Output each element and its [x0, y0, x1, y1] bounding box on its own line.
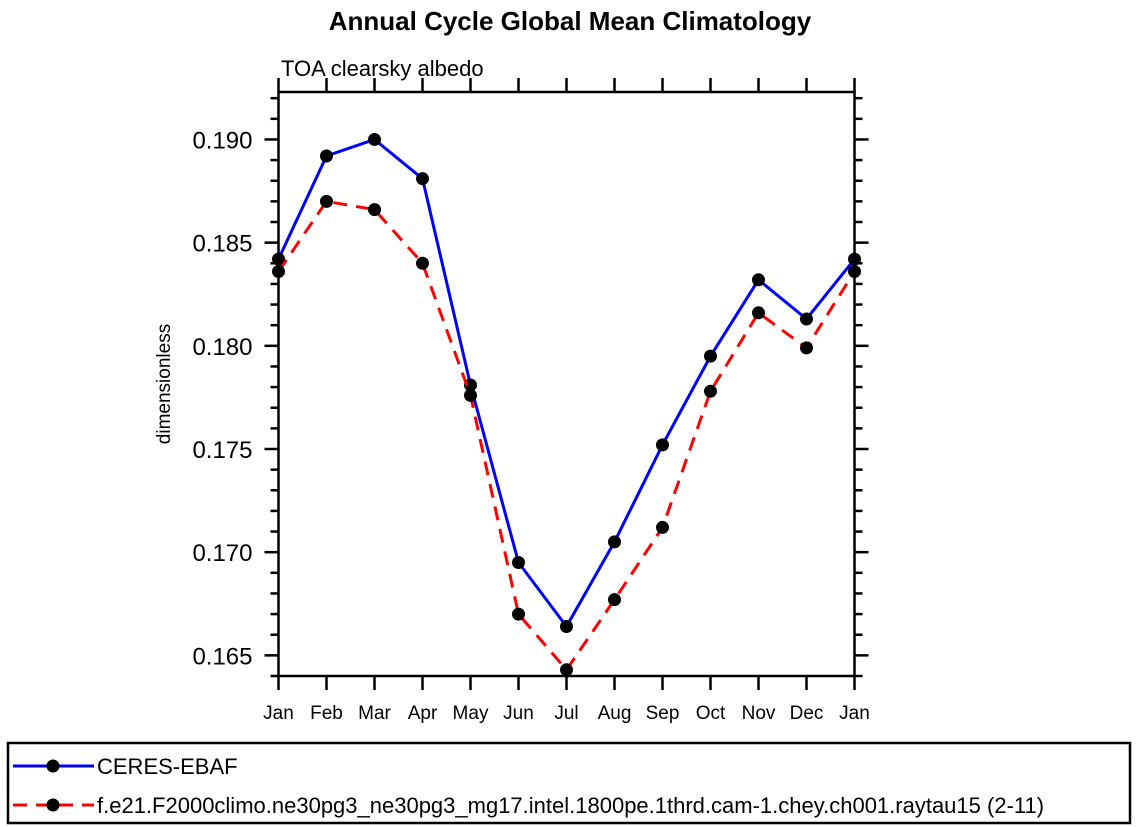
data-point-marker [464, 378, 477, 392]
x-tick-label: Sep [646, 703, 680, 724]
x-tick-label: Jun [503, 703, 534, 724]
x-tick-label: Mar [358, 703, 391, 724]
x-tick-label: Dec [790, 703, 824, 724]
data-point-marker [560, 663, 573, 677]
data-point-marker [272, 252, 285, 266]
data-point-marker [464, 388, 477, 402]
y-tick-label: 0.170 [192, 540, 252, 567]
x-tick-label: Nov [742, 703, 776, 724]
data-point-marker [416, 172, 429, 186]
data-point-marker [800, 341, 813, 355]
data-point-marker [416, 256, 429, 270]
data-point-marker [560, 619, 573, 633]
x-tick-label: Jan [839, 703, 870, 724]
data-point-marker [848, 265, 861, 279]
data-point-marker [368, 132, 381, 146]
y-tick-label: 0.185 [192, 231, 252, 258]
x-tick-label: Aug [598, 703, 632, 724]
plot-area: Jan Feb Mar Apr May Jun Jul Aug Sep Oct Nov Dec Jan 0… [192, 78, 870, 724]
plot-frame [277, 90, 856, 678]
x-tick-label: Jul [554, 703, 578, 724]
data-point-marker [512, 607, 525, 621]
y-tick-label: 0.190 [192, 127, 252, 154]
data-point-marker [704, 384, 717, 398]
data-point-marker [800, 312, 813, 326]
y-tick-label: 0.175 [192, 437, 252, 464]
data-point-marker [704, 349, 717, 363]
x-tick-label: Oct [696, 703, 726, 724]
data-point-marker [656, 438, 669, 452]
x-tick-label: Feb [310, 703, 343, 724]
data-point-marker [368, 203, 381, 217]
legend-label: CERES-EBAF [97, 754, 238, 779]
y-axis-label: dimensionless [154, 324, 175, 444]
data-point-marker [320, 194, 333, 208]
series-line [277, 199, 856, 673]
data-point-marker [752, 273, 765, 287]
x-tick-label: Apr [408, 703, 438, 724]
chart-title: Annual Cycle Global Mean Climatology [329, 6, 812, 36]
x-tick-label: Jan [263, 703, 294, 724]
data-point-marker [272, 265, 285, 279]
series-line [277, 137, 856, 630]
chart-subtitle: TOA clearsky albedo [281, 56, 484, 81]
x-tick-label: May [453, 703, 489, 724]
data-point-marker [512, 556, 525, 570]
legend-marker [46, 759, 60, 773]
data-point-marker [752, 306, 765, 320]
data-point-marker [656, 520, 669, 534]
y-tick-label: 0.180 [192, 334, 252, 361]
legend-label: f.e21.F2000climo.ne30pg3_ne30pg3_mg17.in… [97, 793, 1044, 818]
data-point-marker [608, 593, 621, 607]
data-point-marker [848, 252, 861, 266]
data-point-marker [608, 535, 621, 549]
legend-marker [46, 798, 60, 812]
y-tick-label: 0.165 [192, 643, 252, 670]
legend: CERES-EBAF f.e21.F2000climo.ne30pg3_ne30p… [6, 741, 1132, 825]
legend-box [6, 741, 1132, 825]
data-point-marker [320, 149, 333, 163]
